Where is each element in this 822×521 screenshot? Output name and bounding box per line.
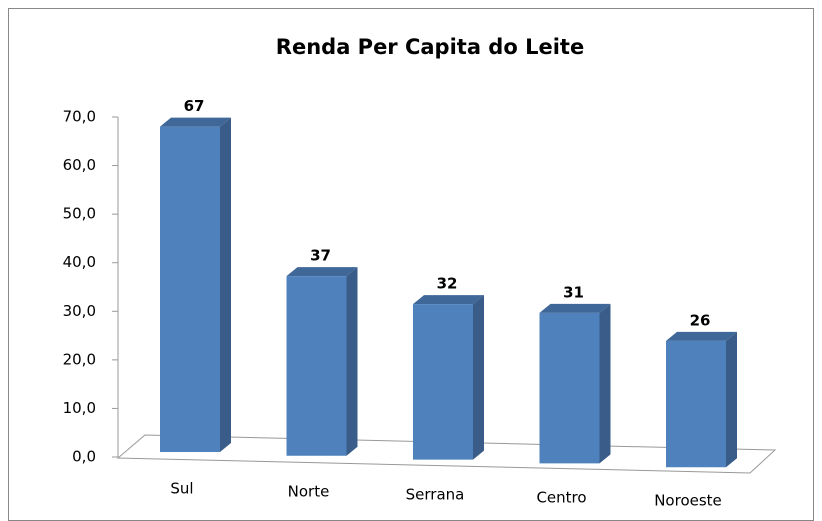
bar (413, 295, 484, 460)
bar-top (160, 117, 231, 127)
floor (116, 434, 777, 474)
x-tick-label: Noroeste (654, 492, 722, 510)
bar-side (599, 303, 611, 464)
value-label: 37 (310, 247, 331, 265)
y-tick-label: 60,0 (63, 156, 96, 174)
y-tick-label: 70,0 (63, 108, 96, 126)
bar-front (666, 340, 726, 468)
chart-title: Renda Per Capita do Leite (276, 35, 584, 59)
bar (160, 117, 231, 453)
y-tick-label: 50,0 (63, 205, 96, 223)
value-label: 32 (437, 275, 458, 293)
y-tick-label: 10,0 (63, 399, 96, 417)
bar-side (473, 295, 484, 460)
y-tick-label: 20,0 (63, 350, 96, 368)
bar-front (286, 276, 347, 456)
bar (539, 303, 611, 464)
x-tick-label: Norte (288, 483, 330, 501)
value-label: 31 (563, 283, 584, 301)
bar (286, 267, 358, 456)
bar (666, 331, 737, 468)
x-tick-label: Serrana (406, 486, 465, 504)
bar-top (413, 295, 484, 305)
x-tick-label: Centro (536, 489, 586, 507)
y-tick-label: 40,0 (63, 253, 96, 271)
bar-top (539, 303, 611, 313)
bar-side (726, 331, 737, 468)
bar-side (346, 267, 358, 456)
bar-side (220, 117, 231, 453)
bar-front (160, 126, 220, 453)
y-tick-label: 0,0 (72, 448, 96, 466)
bar-top (286, 267, 358, 277)
value-label: 26 (690, 311, 711, 329)
value-label: 67 (184, 97, 205, 115)
bar-front (413, 304, 473, 460)
bar-top (666, 331, 737, 341)
bar-front (539, 312, 600, 464)
x-tick-label: Sul (170, 480, 193, 498)
y-tick-label: 30,0 (63, 302, 96, 320)
